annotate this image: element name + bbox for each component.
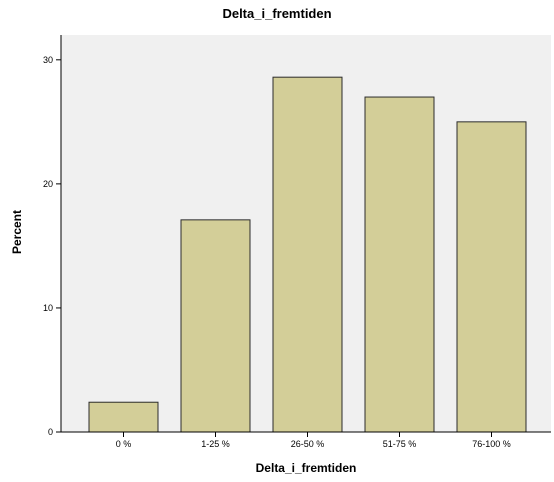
y-tick-label-3: 20 [43,179,53,189]
x-axis-label: Delta_i_fremtiden [256,461,357,475]
bar-4 [364,96,435,433]
y-tick-label-2: 10 [43,303,53,313]
x-tick-label-2: 1-25 % [201,439,230,449]
y-axis-label: Percent [10,210,24,254]
bar-2 [180,219,251,433]
chart-title: Delta_i_fremtiden [222,6,331,21]
bars-layer [88,76,527,433]
x-axis: 0 % 1-25 % 26-50 % 51-75 % 76-100 % [61,431,551,449]
x-tick-label-3: 26-50 % [291,439,325,449]
bar-3 [272,76,343,433]
x-tick-label-4: 51-75 % [383,439,417,449]
x-tick-label-1: 0 % [116,439,132,449]
y-tick-label-4: 30 [43,55,53,65]
y-axis: 0 10 20 30 [43,35,62,437]
y-tick-label-1: 0 [48,427,53,437]
bar-5 [456,121,527,433]
x-tick-label-5: 76-100 % [472,439,511,449]
bar-1 [88,401,159,433]
